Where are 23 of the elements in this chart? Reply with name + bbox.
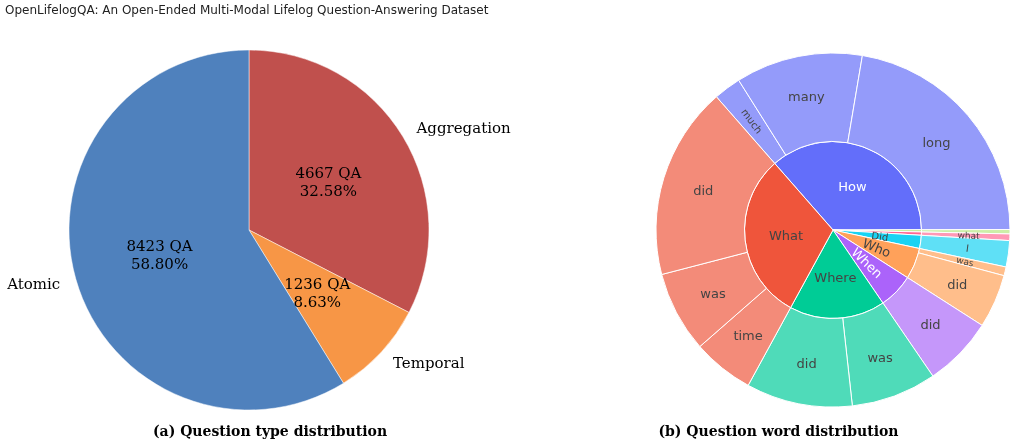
slice-label: Temporal bbox=[392, 354, 465, 373]
slice-label: was bbox=[700, 285, 726, 301]
slice-label: Aggregation bbox=[415, 118, 512, 137]
slice-label: time bbox=[733, 328, 763, 344]
slice-label: did bbox=[920, 317, 941, 332]
slice-label: did bbox=[693, 182, 714, 198]
slice-label: What bbox=[768, 227, 804, 243]
data-label: 4667 QA 32.58% bbox=[295, 163, 362, 200]
slice-label: long bbox=[922, 134, 951, 150]
slice-label: was bbox=[955, 254, 975, 269]
slice-label: many bbox=[788, 89, 825, 105]
slice-label: How bbox=[838, 179, 867, 195]
slice-label: I bbox=[965, 242, 970, 254]
text: (a) Question type distribution bbox=[152, 423, 388, 439]
slice-label: Atomic bbox=[6, 274, 61, 293]
slice-label: was bbox=[867, 349, 894, 365]
chart-title: OpenLifelogQA: An Open-Ended Multi-Modal Lifelog Question-Answering Dataset bbox=[5, 3, 489, 17]
text: (b) Question word distribution bbox=[658, 423, 899, 439]
data-label: 8423 QA 58.80% bbox=[126, 237, 193, 274]
slice-label: what bbox=[957, 230, 981, 242]
slice-label: did bbox=[796, 355, 817, 371]
slice-label: did bbox=[947, 277, 968, 293]
data-label: 1236 QA 8.63% bbox=[284, 275, 351, 312]
